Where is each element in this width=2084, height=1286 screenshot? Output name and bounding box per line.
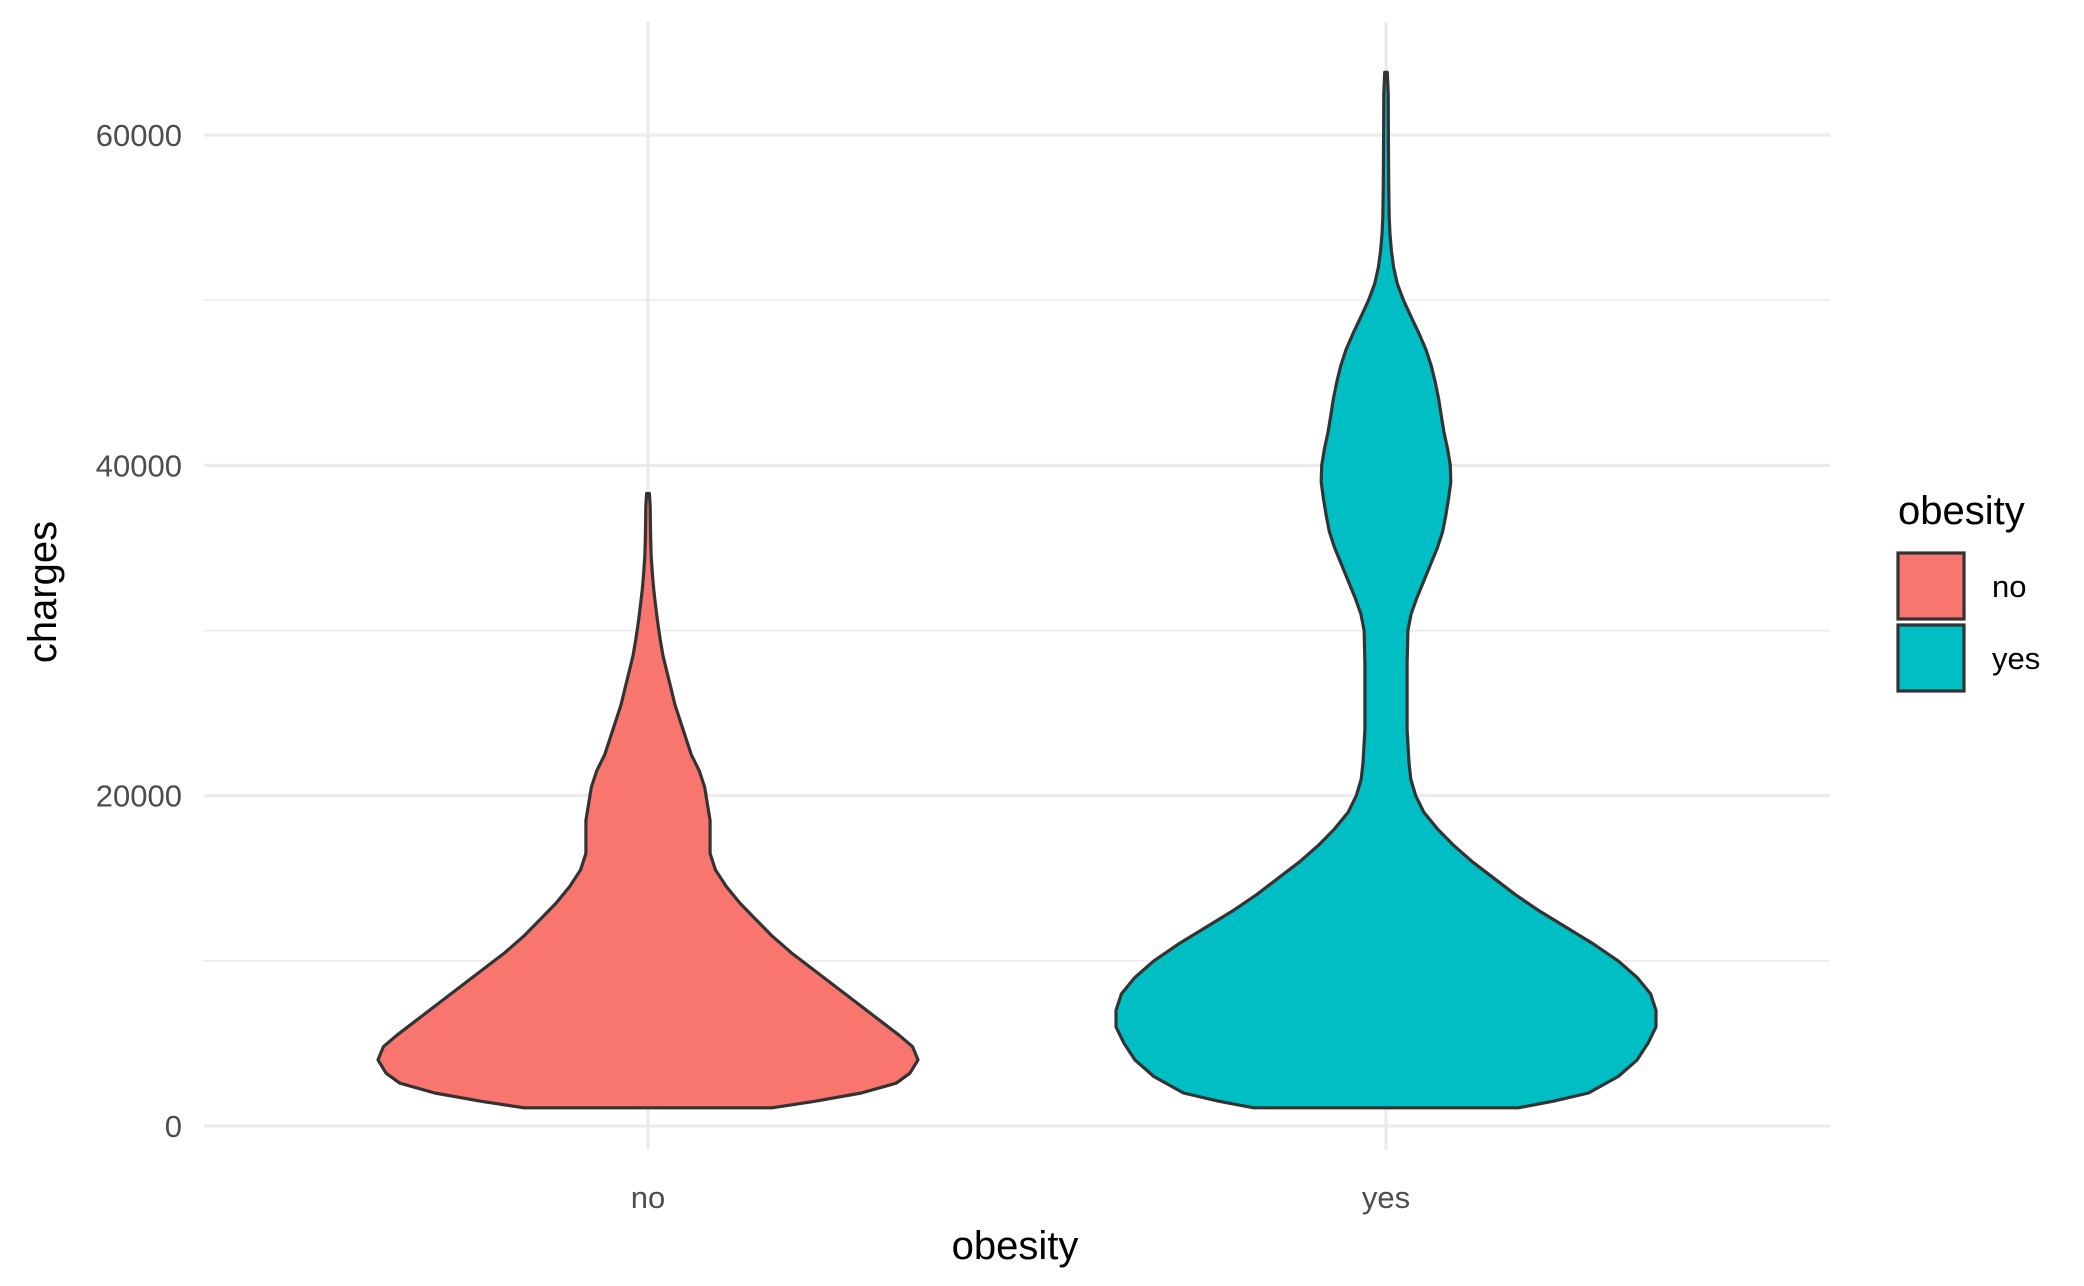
- violin-yes: [1114, 70, 1658, 1110]
- x-axis-tick-labels: no yes: [631, 1180, 1410, 1215]
- violin-layer: [376, 70, 1658, 1110]
- y-tick-label: 40000: [96, 448, 182, 483]
- minor-gridlines: [204, 299, 1830, 962]
- y-tick-label: 60000: [96, 118, 182, 153]
- y-tick-label: 20000: [96, 779, 182, 814]
- legend-label-yes: yes: [1992, 641, 2040, 676]
- legend-title: obesity: [1898, 489, 2025, 533]
- x-tick-label: yes: [1362, 1180, 1410, 1215]
- legend: obesity no yes: [1896, 489, 2040, 693]
- y-axis-tick-labels: 0 20000 40000 60000: [96, 118, 182, 1144]
- legend-label-no: no: [1992, 569, 2026, 604]
- legend-swatch-no: [1896, 551, 1966, 621]
- x-axis-title: obesity: [952, 1224, 1079, 1268]
- legend-items: no yes: [1896, 551, 2040, 693]
- violin-no: [376, 491, 920, 1110]
- y-axis-title: charges: [21, 521, 65, 663]
- legend-swatch-yes: [1896, 623, 1966, 693]
- y-tick-label: 0: [165, 1109, 182, 1144]
- x-tick-label: no: [631, 1180, 665, 1215]
